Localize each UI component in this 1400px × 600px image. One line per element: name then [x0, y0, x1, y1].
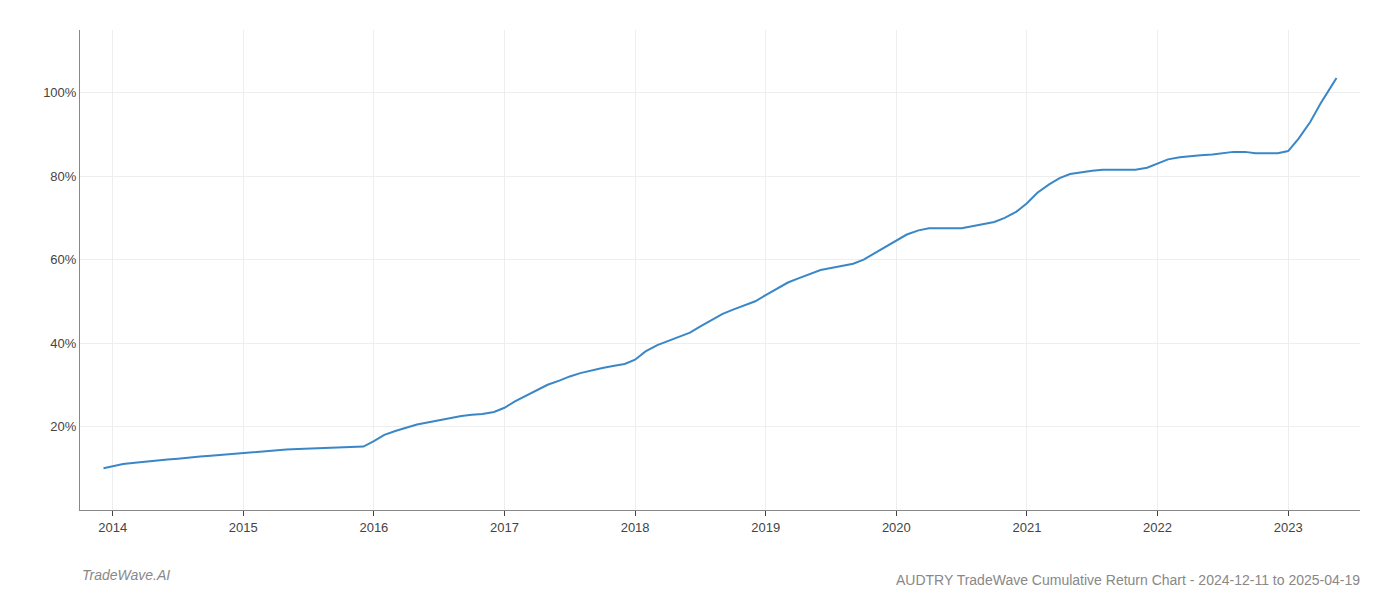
- svg-text:20%: 20%: [50, 419, 76, 434]
- svg-text:2016: 2016: [359, 520, 388, 535]
- svg-text:2018: 2018: [621, 520, 650, 535]
- svg-text:2022: 2022: [1143, 520, 1172, 535]
- svg-text:2014: 2014: [98, 520, 127, 535]
- svg-text:TradeWave.AI: TradeWave.AI: [82, 567, 170, 583]
- svg-text:AUDTRY TradeWave Cumulative Re: AUDTRY TradeWave Cumulative Return Chart…: [896, 572, 1360, 588]
- svg-text:2021: 2021: [1012, 520, 1041, 535]
- svg-text:2023: 2023: [1274, 520, 1303, 535]
- svg-text:2020: 2020: [882, 520, 911, 535]
- svg-text:80%: 80%: [50, 169, 76, 184]
- svg-text:100%: 100%: [43, 85, 77, 100]
- svg-text:2015: 2015: [229, 520, 258, 535]
- svg-text:2017: 2017: [490, 520, 519, 535]
- svg-text:2019: 2019: [751, 520, 780, 535]
- svg-text:60%: 60%: [50, 252, 76, 267]
- svg-text:40%: 40%: [50, 336, 76, 351]
